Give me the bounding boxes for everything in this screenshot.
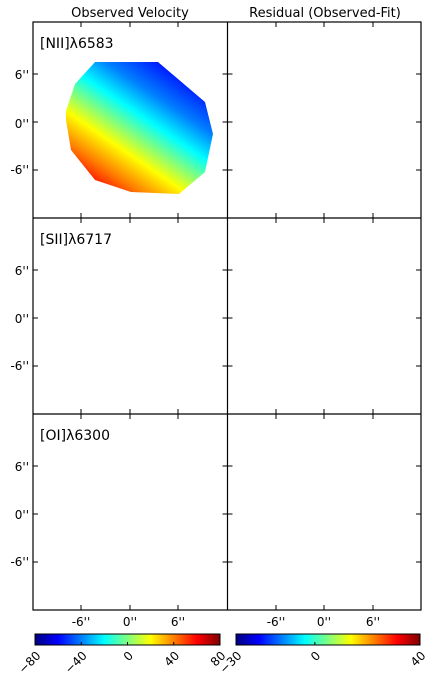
y-tick-label: -6'' (10, 163, 29, 177)
x-tick-label: -6'' (72, 615, 91, 629)
residual-map (260, 62, 408, 194)
x-tick-label: 6'' (366, 615, 380, 629)
observed-velocity-map (65, 258, 213, 390)
x-tick-label: -6'' (267, 615, 286, 629)
colorbar (235, 633, 421, 646)
y-tick-label: -6'' (10, 359, 29, 373)
panel-frames (32, 21, 422, 611)
row-label-nii: [NII]λ6583 (40, 36, 114, 52)
velocity-maps (65, 62, 408, 586)
y-tick-label: -6'' (10, 555, 29, 569)
colorbar-tick-label: 0 (308, 649, 323, 664)
observed-velocity-map (65, 454, 213, 586)
row-label-sii: [SII]λ6717 (40, 232, 112, 248)
residual-map (260, 454, 408, 586)
colorbar-tick-label: −80 (16, 649, 44, 677)
axis-ticks (33, 22, 421, 610)
residual-map (260, 258, 408, 390)
x-tick-label: 6'' (171, 615, 185, 629)
colorbar-tick-label: 40 (162, 649, 183, 670)
colorbars: −80 −40 0 40 80−30 0 40 (16, 633, 429, 677)
colorbar-tick-label: 0 (121, 649, 136, 664)
y-tick-label: 6'' (15, 264, 29, 278)
x-tick-label: 0'' (317, 615, 331, 629)
colorbar-tick-label: −40 (62, 649, 90, 677)
y-tick-label: 0'' (15, 312, 29, 326)
colorbar-tick-label: 40 (408, 649, 429, 670)
x-tick-label: 0'' (123, 615, 137, 629)
column-title-residual: Residual (Observed-Fit) (249, 6, 401, 21)
column-title-observed: Observed Velocity (71, 6, 189, 21)
y-tick-label: 0'' (15, 117, 29, 131)
y-tick-label: 6'' (15, 460, 29, 474)
observed-velocity-map (66, 62, 213, 194)
y-tick-label: 0'' (15, 508, 29, 522)
row-label-oi: [OI]λ6300 (40, 428, 110, 444)
y-tick-label: 6'' (15, 68, 29, 82)
